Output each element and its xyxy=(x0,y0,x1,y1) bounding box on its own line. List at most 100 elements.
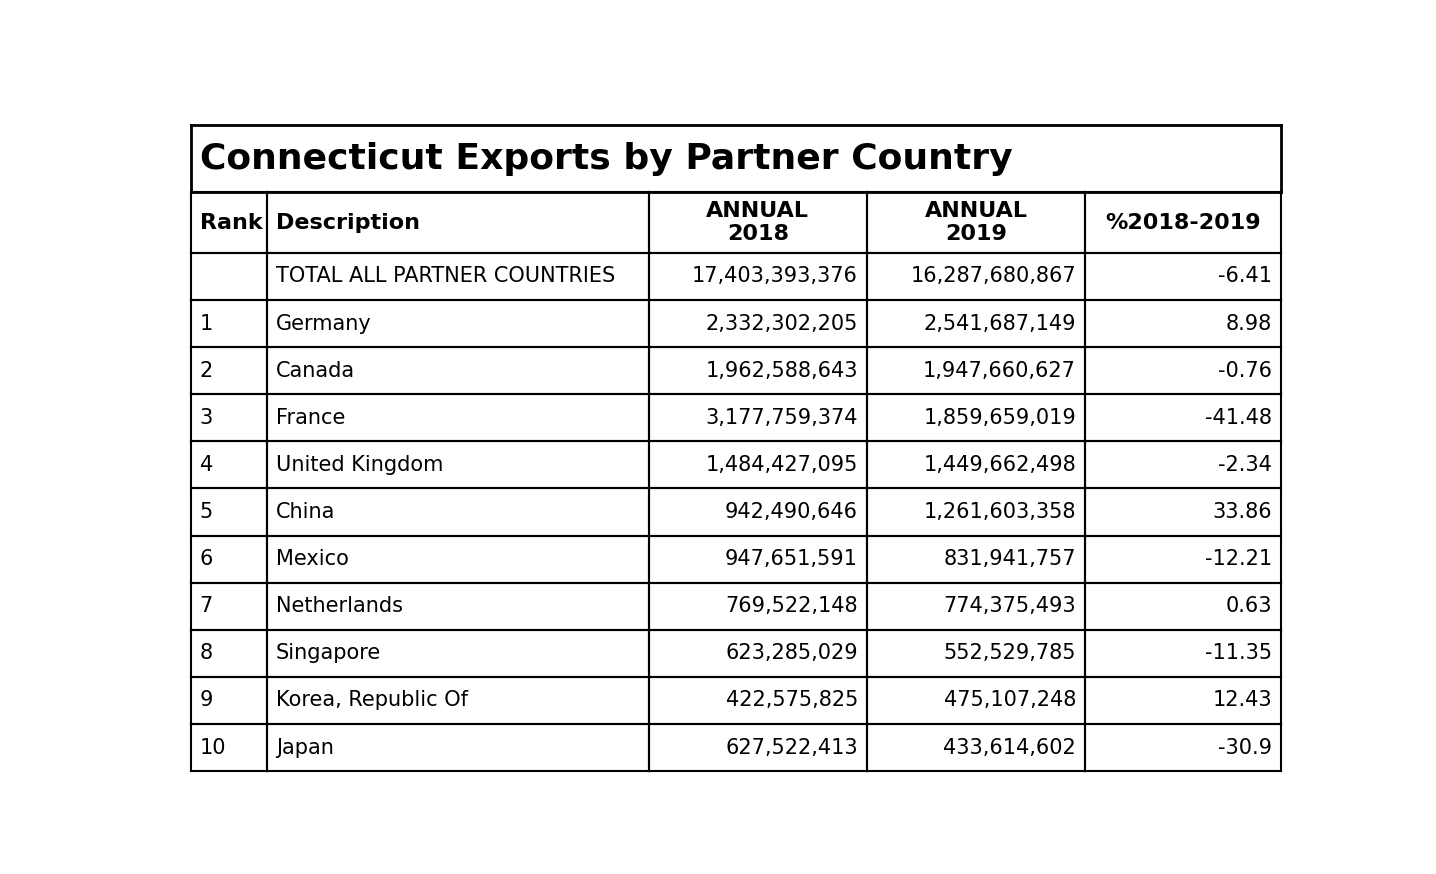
Bar xyxy=(867,583,1086,630)
Bar xyxy=(867,489,1086,536)
Bar xyxy=(649,630,867,677)
Bar xyxy=(867,536,1086,583)
Text: ANNUAL
2018: ANNUAL 2018 xyxy=(707,201,810,244)
Bar xyxy=(267,192,649,253)
Text: 552,529,785: 552,529,785 xyxy=(943,643,1076,663)
Text: 1,261,603,358: 1,261,603,358 xyxy=(923,502,1076,522)
Text: 6: 6 xyxy=(200,549,213,569)
Bar xyxy=(191,300,267,347)
Bar xyxy=(649,441,867,489)
Text: 10: 10 xyxy=(200,738,225,758)
Bar xyxy=(649,192,867,253)
Bar xyxy=(191,347,267,394)
Bar xyxy=(649,724,867,771)
Text: China: China xyxy=(276,502,335,522)
Bar xyxy=(191,192,267,253)
Bar xyxy=(649,489,867,536)
Bar xyxy=(1086,630,1281,677)
Text: 1,947,660,627: 1,947,660,627 xyxy=(923,361,1076,381)
Text: 7: 7 xyxy=(200,596,213,616)
Text: 1,962,588,643: 1,962,588,643 xyxy=(705,361,857,381)
Bar xyxy=(1086,583,1281,630)
Bar xyxy=(867,441,1086,489)
Text: -6.41: -6.41 xyxy=(1218,267,1272,287)
Text: %2018-2019: %2018-2019 xyxy=(1106,212,1261,232)
Bar xyxy=(1086,536,1281,583)
Bar xyxy=(191,125,1281,192)
Text: -30.9: -30.9 xyxy=(1218,738,1272,758)
Text: 422,575,825: 422,575,825 xyxy=(725,690,857,711)
Bar xyxy=(267,300,649,347)
Bar xyxy=(649,536,867,583)
Text: -41.48: -41.48 xyxy=(1205,408,1272,427)
Text: 2,541,687,149: 2,541,687,149 xyxy=(923,314,1076,334)
Bar xyxy=(267,394,649,441)
Bar xyxy=(191,677,267,724)
Text: 17,403,393,376: 17,403,393,376 xyxy=(692,267,857,287)
Text: Mexico: Mexico xyxy=(276,549,349,569)
Bar xyxy=(867,630,1086,677)
Text: TOTAL ALL PARTNER COUNTRIES: TOTAL ALL PARTNER COUNTRIES xyxy=(276,267,615,287)
Bar xyxy=(191,489,267,536)
Bar xyxy=(191,394,267,441)
Bar xyxy=(267,536,649,583)
Bar xyxy=(1086,192,1281,253)
Bar xyxy=(867,677,1086,724)
Text: Description: Description xyxy=(276,212,419,232)
Text: 0.63: 0.63 xyxy=(1226,596,1272,616)
Text: 947,651,591: 947,651,591 xyxy=(725,549,857,569)
Bar xyxy=(191,253,267,300)
Text: 8: 8 xyxy=(200,643,213,663)
Bar xyxy=(191,724,267,771)
Text: 1,484,427,095: 1,484,427,095 xyxy=(705,455,857,475)
Bar xyxy=(649,394,867,441)
Text: France: France xyxy=(276,408,345,427)
Bar xyxy=(191,583,267,630)
Text: Japan: Japan xyxy=(276,738,333,758)
Text: 942,490,646: 942,490,646 xyxy=(725,502,857,522)
Text: Singapore: Singapore xyxy=(276,643,381,663)
Text: Netherlands: Netherlands xyxy=(276,596,404,616)
Text: Korea, Republic Of: Korea, Republic Of xyxy=(276,690,468,711)
Bar xyxy=(867,724,1086,771)
Text: United Kingdom: United Kingdom xyxy=(276,455,444,475)
Text: 623,285,029: 623,285,029 xyxy=(725,643,857,663)
Text: 774,375,493: 774,375,493 xyxy=(943,596,1076,616)
Text: -12.21: -12.21 xyxy=(1205,549,1272,569)
Text: Rank: Rank xyxy=(200,212,263,232)
Text: 4: 4 xyxy=(200,455,213,475)
Bar xyxy=(867,192,1086,253)
Text: 16,287,680,867: 16,287,680,867 xyxy=(910,267,1076,287)
Bar xyxy=(649,347,867,394)
Text: -2.34: -2.34 xyxy=(1219,455,1272,475)
Bar xyxy=(649,253,867,300)
Text: 5: 5 xyxy=(200,502,213,522)
Text: 12.43: 12.43 xyxy=(1213,690,1272,711)
Text: 2,332,302,205: 2,332,302,205 xyxy=(705,314,857,334)
Text: 433,614,602: 433,614,602 xyxy=(943,738,1076,758)
Text: 33.86: 33.86 xyxy=(1213,502,1272,522)
Text: Germany: Germany xyxy=(276,314,372,334)
Text: 1: 1 xyxy=(200,314,213,334)
Bar xyxy=(267,630,649,677)
Text: 475,107,248: 475,107,248 xyxy=(943,690,1076,711)
Bar xyxy=(867,253,1086,300)
Text: Canada: Canada xyxy=(276,361,355,381)
Text: 831,941,757: 831,941,757 xyxy=(943,549,1076,569)
Bar xyxy=(191,630,267,677)
Bar xyxy=(867,300,1086,347)
Text: 8.98: 8.98 xyxy=(1226,314,1272,334)
Text: Connecticut Exports by Partner Country: Connecticut Exports by Partner Country xyxy=(200,142,1012,176)
Bar xyxy=(649,583,867,630)
Text: 769,522,148: 769,522,148 xyxy=(725,596,857,616)
Bar xyxy=(267,583,649,630)
Bar xyxy=(1086,441,1281,489)
Bar xyxy=(1086,724,1281,771)
Text: 627,522,413: 627,522,413 xyxy=(725,738,857,758)
Bar xyxy=(1086,677,1281,724)
Text: -0.76: -0.76 xyxy=(1218,361,1272,381)
Bar xyxy=(267,253,649,300)
Text: 9: 9 xyxy=(200,690,213,711)
Bar xyxy=(649,677,867,724)
Bar xyxy=(191,441,267,489)
